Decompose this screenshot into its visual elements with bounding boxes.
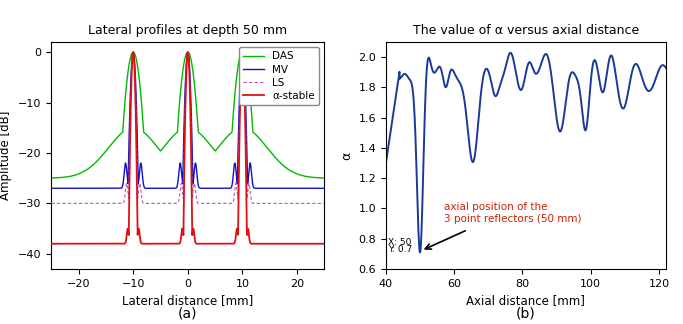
LS bbox=[221, 202, 229, 205]
X-axis label: Lateral distance [mm]: Lateral distance [mm] bbox=[122, 294, 253, 307]
Legend: DAS, MV, LS, α-stable: DAS, MV, LS, α-stable bbox=[239, 47, 319, 105]
MV bbox=[264, 186, 273, 190]
LS bbox=[264, 202, 273, 205]
DAS bbox=[146, 136, 154, 140]
MV bbox=[146, 186, 154, 190]
α-stable bbox=[61, 242, 69, 246]
DAS bbox=[221, 137, 229, 141]
MV bbox=[221, 186, 229, 190]
Y-axis label: Amplitude [dB]: Amplitude [dB] bbox=[0, 111, 12, 200]
LS bbox=[129, 50, 137, 54]
DAS bbox=[320, 176, 329, 180]
Text: X: 50: X: 50 bbox=[388, 238, 411, 248]
LS bbox=[146, 202, 154, 205]
LS bbox=[47, 202, 55, 205]
MV bbox=[250, 186, 258, 190]
DAS bbox=[209, 146, 217, 150]
α-stable bbox=[320, 242, 329, 246]
X-axis label: Axial distance [mm]: Axial distance [mm] bbox=[466, 294, 585, 307]
MV bbox=[129, 50, 137, 54]
Line: DAS: DAS bbox=[51, 52, 324, 178]
α-stable bbox=[47, 242, 55, 246]
LS bbox=[61, 202, 69, 205]
MV bbox=[47, 186, 55, 190]
α-stable bbox=[250, 242, 258, 246]
LS bbox=[320, 202, 329, 205]
Line: α-stable: α-stable bbox=[51, 52, 324, 244]
DAS bbox=[129, 50, 137, 54]
DAS bbox=[264, 147, 273, 151]
Text: Y: 0.7: Y: 0.7 bbox=[388, 245, 412, 254]
Title: Lateral profiles at depth 50 mm: Lateral profiles at depth 50 mm bbox=[88, 24, 288, 37]
Y-axis label: α: α bbox=[340, 151, 353, 160]
α-stable bbox=[221, 242, 229, 246]
α-stable bbox=[209, 242, 217, 246]
LS bbox=[250, 202, 258, 205]
MV bbox=[61, 186, 69, 190]
α-stable bbox=[264, 242, 273, 246]
Text: (a): (a) bbox=[178, 307, 197, 320]
DAS bbox=[61, 175, 69, 179]
Line: LS: LS bbox=[51, 52, 324, 203]
DAS bbox=[47, 176, 55, 180]
Line: MV: MV bbox=[51, 52, 324, 188]
α-stable bbox=[146, 242, 154, 246]
MV bbox=[209, 186, 217, 190]
Title: The value of α versus axial distance: The value of α versus axial distance bbox=[413, 24, 639, 37]
DAS bbox=[250, 131, 258, 135]
α-stable bbox=[129, 50, 137, 54]
Text: (b): (b) bbox=[516, 307, 535, 320]
Text: axial position of the
3 point reflectors (50 mm): axial position of the 3 point reflectors… bbox=[444, 202, 581, 224]
MV bbox=[320, 186, 329, 190]
LS bbox=[209, 202, 217, 205]
